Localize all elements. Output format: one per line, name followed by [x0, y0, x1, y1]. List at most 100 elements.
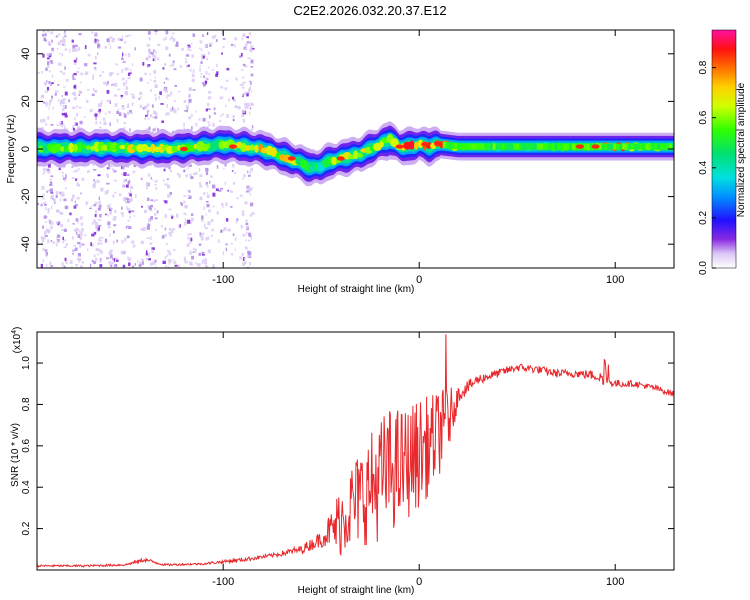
noise-speckle: [71, 92, 74, 95]
noise-speckle: [86, 99, 89, 103]
noise-speckle: [109, 257, 113, 260]
noise-speckle: [198, 168, 201, 172]
noise-speckle: [142, 62, 145, 66]
noise-speckle: [151, 116, 154, 119]
noise-speckle: [172, 38, 176, 42]
ridge-steady: [619, 143, 623, 150]
noise-speckle: [154, 116, 158, 119]
noise-speckle: [134, 47, 136, 51]
noise-speckle: [191, 255, 194, 260]
ridge-steady: [572, 143, 576, 150]
snr-y-ticks: 0.2 0.4 0.6 0.8 1.0: [21, 356, 674, 536]
noise-speckle: [65, 261, 68, 264]
noise-speckle: [45, 39, 47, 42]
noise-speckle: [242, 93, 245, 96]
noise-speckle: [57, 222, 60, 226]
noise-speckle: [163, 81, 165, 84]
noise-speckle: [96, 39, 100, 43]
noise-speckle: [151, 249, 154, 254]
noise-speckle: [160, 224, 163, 228]
noise-speckle: [146, 185, 148, 190]
noise-speckle: [47, 208, 49, 210]
noise-speckle: [162, 38, 165, 41]
ridge-steady: [669, 143, 673, 150]
noise-speckle: [150, 79, 152, 81]
noise-speckle: [80, 234, 83, 238]
noise-speckle: [241, 253, 244, 255]
noise-speckle: [187, 64, 190, 67]
noise-speckle: [128, 210, 131, 213]
noise-speckle: [215, 39, 218, 42]
noise-speckle: [42, 197, 45, 200]
noise-speckle: [98, 126, 102, 129]
noise-speckle: [85, 71, 89, 75]
noise-speckle: [73, 244, 77, 247]
noise-speckle: [146, 237, 150, 240]
noise-speckle: [94, 55, 97, 60]
noise-speckle: [92, 184, 95, 188]
noise-speckle: [93, 179, 96, 181]
noise-speckle: [184, 110, 187, 112]
noise-speckle: [48, 229, 50, 234]
noise-speckle: [55, 243, 58, 247]
noise-speckle: [72, 249, 75, 253]
noise-speckle: [153, 200, 156, 202]
noise-speckle: [78, 106, 82, 109]
noise-speckle: [47, 116, 50, 120]
noise-speckle: [129, 211, 131, 215]
ridge-steady: [660, 143, 664, 150]
noise-speckle: [122, 197, 127, 202]
noise-speckle: [41, 242, 43, 245]
snr-x-ticks: -100 0 100: [212, 332, 624, 588]
noise-speckle: [234, 172, 237, 174]
noise-speckle: [163, 88, 167, 92]
ridge-hotspot: [434, 142, 443, 147]
noise-speckle: [114, 191, 117, 194]
noise-speckle: [191, 113, 193, 117]
noise-speckle: [62, 265, 65, 268]
noise-speckle: [90, 242, 92, 246]
noise-speckle: [122, 183, 125, 188]
noise-speckle: [125, 226, 128, 229]
ridge-steady: [486, 143, 490, 150]
noise-speckle: [165, 265, 167, 268]
noise-speckle: [150, 216, 153, 220]
noise-speckle: [243, 174, 246, 178]
noise-speckle: [221, 52, 223, 55]
noise-speckle: [215, 73, 218, 77]
noise-speckle: [174, 99, 176, 103]
noise-speckle: [66, 243, 68, 246]
ridge-steady: [583, 143, 587, 150]
noise-speckle: [112, 257, 114, 261]
noise-speckle: [94, 90, 98, 93]
noise-speckle: [201, 260, 204, 264]
noise-speckle: [56, 221, 59, 225]
noise-speckle: [167, 194, 171, 198]
noise-speckle: [113, 94, 118, 97]
noise-speckle: [176, 41, 179, 45]
noise-speckle: [73, 205, 77, 209]
noise-speckle: [106, 167, 109, 170]
noise-speckle: [69, 260, 73, 265]
ridge-steady: [666, 143, 670, 150]
noise-speckle: [208, 73, 210, 76]
noise-speckle: [79, 120, 83, 125]
noise-speckle: [51, 39, 53, 43]
noise-speckle: [173, 260, 177, 264]
noise-speckle: [189, 49, 192, 51]
noise-speckle: [71, 48, 76, 52]
noise-speckle: [187, 189, 189, 193]
noise-speckle: [109, 163, 113, 167]
noise-speckle: [241, 109, 243, 113]
noise-speckle: [64, 35, 67, 38]
noise-speckle: [48, 107, 50, 110]
noise-speckle: [146, 128, 150, 132]
noise-speckle: [45, 123, 48, 126]
noise-speckle: [122, 52, 124, 57]
noise-speckle: [87, 170, 90, 173]
noise-speckle: [248, 80, 251, 83]
noise-speckle: [213, 112, 217, 115]
noise-speckle: [95, 121, 98, 125]
noise-speckle: [64, 91, 68, 96]
noise-speckle: [130, 189, 132, 194]
